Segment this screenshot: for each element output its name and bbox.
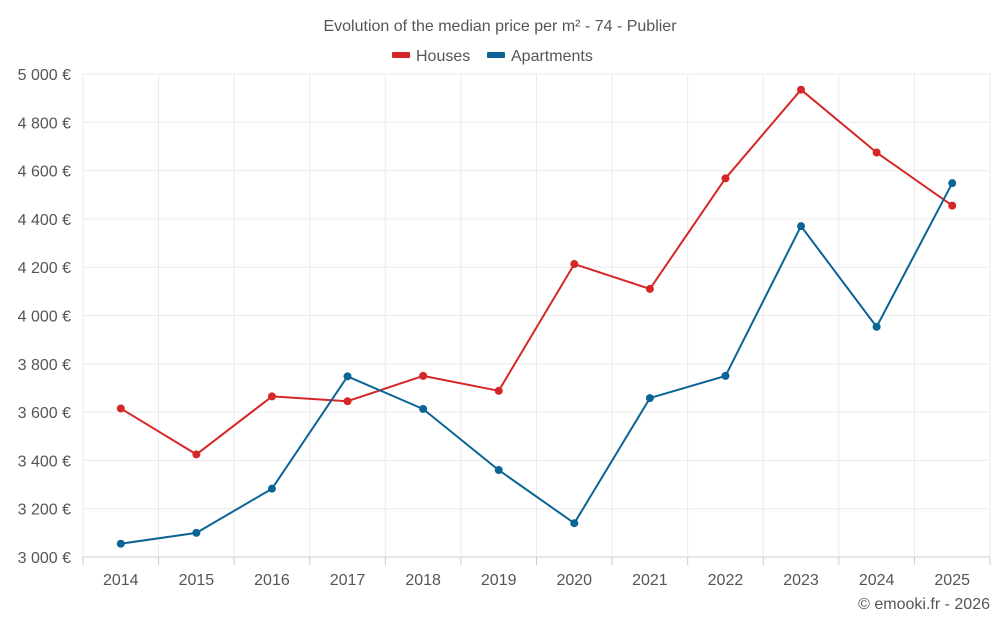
y-tick-label: 3 800 € [18,357,71,374]
y-tick-label: 4 000 € [18,309,71,326]
legend-swatch-apartments [487,52,505,58]
y-tick-label: 4 600 € [18,164,71,181]
legend-label-houses: Houses [416,48,470,65]
x-tick-label: 2018 [405,572,441,589]
data-point-houses[interactable] [797,85,806,94]
data-point-houses[interactable] [494,386,503,395]
series-line-apartments [120,182,954,545]
data-point-houses[interactable] [419,371,428,380]
data-point-apartments[interactable] [872,322,881,331]
data-point-houses[interactable] [343,397,352,406]
data-point-houses[interactable] [267,392,276,401]
x-tick-label: 2021 [632,572,668,589]
x-tick-label: 2017 [330,572,366,589]
y-tick-label: 4 800 € [18,115,71,132]
x-tick-label: 2025 [934,572,970,589]
y-tick-label: 4 200 € [18,260,71,277]
legend-label-apartments: Apartments [511,48,593,65]
x-tick-label: 2020 [556,572,592,589]
series-group [116,85,957,548]
data-point-apartments[interactable] [192,528,201,537]
y-tick-label: 3 600 € [18,405,71,422]
copyright-credit: © emooki.fr - 2026 [858,596,990,613]
y-tick-label: 3 000 € [18,550,71,567]
data-point-apartments[interactable] [948,179,957,188]
series-apartments [116,179,957,548]
legend-swatch-houses [392,52,410,58]
y-tick-label: 3 200 € [18,502,71,519]
x-tick-label: 2014 [103,572,139,589]
data-point-apartments[interactable] [419,404,428,413]
data-point-apartments[interactable] [116,539,125,548]
legend-item-apartments[interactable]: Apartments [487,48,593,65]
axes: 3 000 € 3 200 € 3 400 € 3 600 € 3 800 € 4 000… [18,67,991,589]
data-point-houses[interactable] [570,260,579,269]
data-point-houses[interactable] [872,148,881,157]
series-houses [116,85,957,459]
data-point-apartments[interactable] [721,371,730,380]
data-point-houses[interactable] [192,450,201,459]
chart-title: Evolution of the median price per m² - 7… [323,18,677,35]
y-tick-label: 4 400 € [18,212,71,229]
data-point-apartments[interactable] [645,394,654,403]
data-point-houses[interactable] [116,404,125,413]
x-tick-label: 2022 [708,572,744,589]
data-point-houses[interactable] [721,174,730,183]
x-tick-label: 2024 [859,572,895,589]
legend: Houses Apartments [392,48,593,65]
data-point-apartments[interactable] [267,484,276,493]
y-tick-label: 5 000 € [18,67,71,84]
data-point-apartments[interactable] [797,222,806,231]
data-point-houses[interactable] [645,284,654,293]
series-line-houses [120,88,953,456]
legend-item-houses[interactable]: Houses [392,48,470,65]
x-tick-label: 2015 [179,572,215,589]
y-tick-label: 3 400 € [18,453,71,470]
x-tick-label: 2023 [783,572,819,589]
x-tick-label: 2016 [254,572,290,589]
x-tick-label: 2019 [481,572,517,589]
grid [82,73,991,558]
data-point-apartments[interactable] [343,372,352,381]
data-point-houses[interactable] [948,201,957,210]
data-point-apartments[interactable] [570,519,579,528]
data-point-apartments[interactable] [494,466,503,475]
